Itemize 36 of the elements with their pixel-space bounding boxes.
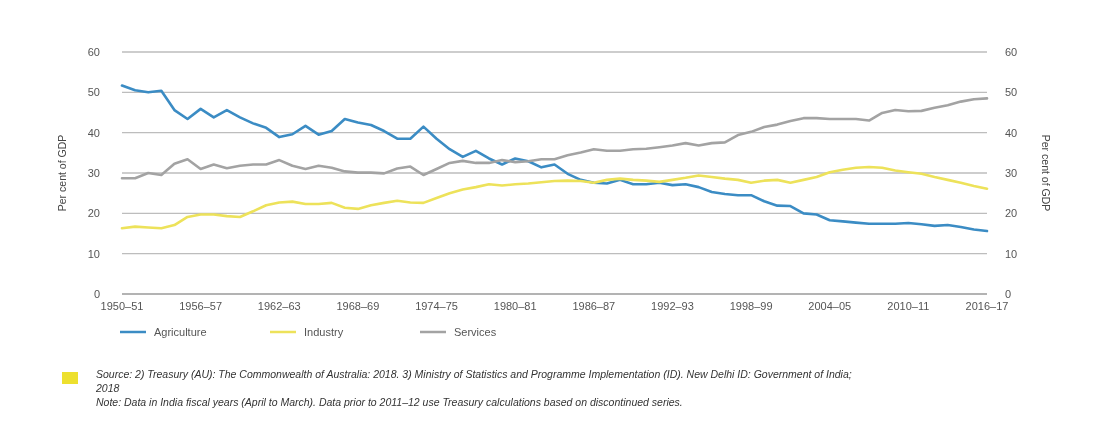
y2-tick-label: 50 xyxy=(1005,86,1018,99)
y-tick-label: 20 xyxy=(87,207,100,220)
legend-label: Agriculture xyxy=(154,325,207,338)
x-tick-label: 1986–87 xyxy=(572,300,616,312)
legend-label: Services xyxy=(454,325,497,338)
y2-tick-label: 10 xyxy=(1005,247,1018,260)
y2-tick-label: 30 xyxy=(1005,166,1018,179)
y2-axis-title: Per cent of GDP xyxy=(1040,134,1052,212)
source-note: Source: 2) Treasury (AU): The Commonwealth of Australia: 2018. 3) Ministry of Statistics and Programme Implementation (ID). New Delhi ID: Government of India; 2018 xyxy=(95,368,852,394)
line-series xyxy=(120,165,989,230)
y-tick-label: 10 xyxy=(87,247,100,260)
y2-tick-label: 40 xyxy=(1005,126,1018,139)
x-tick-label: 1980–81 xyxy=(493,300,537,312)
y-tick-label: 60 xyxy=(87,45,100,58)
x-tick-label: 1998–99 xyxy=(729,300,773,312)
x-tick-label: 1956–57 xyxy=(179,300,223,312)
y-tick-label: 0 xyxy=(93,287,100,300)
x-tick-label: 2016–17 xyxy=(965,300,1009,312)
y2-tick-label: 60 xyxy=(1005,45,1018,58)
line-series xyxy=(120,97,989,180)
x-tick-label: 1962–63 xyxy=(257,300,301,312)
x-tick-label: 1974–75 xyxy=(415,300,458,312)
x-tick-label: 1950–51 xyxy=(100,300,144,312)
x-tick-label: 1968–69 xyxy=(336,300,380,312)
x-tick-label: 1992–93 xyxy=(651,300,694,312)
text: Note: Data in India fiscal years (April to March). Data prior to 2011–12 use Treasury calculations based on discontinued series. xyxy=(96,396,683,408)
y-axis-title: Per cent of GDP xyxy=(56,134,68,212)
y-tick-label: 50 xyxy=(87,86,100,99)
legend-label: Industry xyxy=(304,325,344,338)
y-tick-label: 40 xyxy=(87,126,100,139)
y2-tick-label: 0 xyxy=(1005,287,1012,300)
x-tick-label: 2010–11 xyxy=(887,300,930,312)
line-series xyxy=(120,84,989,233)
y-tick-label: 30 xyxy=(87,166,100,179)
x-tick-label: 2004–05 xyxy=(808,300,852,312)
y2-tick-label: 20 xyxy=(1005,207,1018,220)
